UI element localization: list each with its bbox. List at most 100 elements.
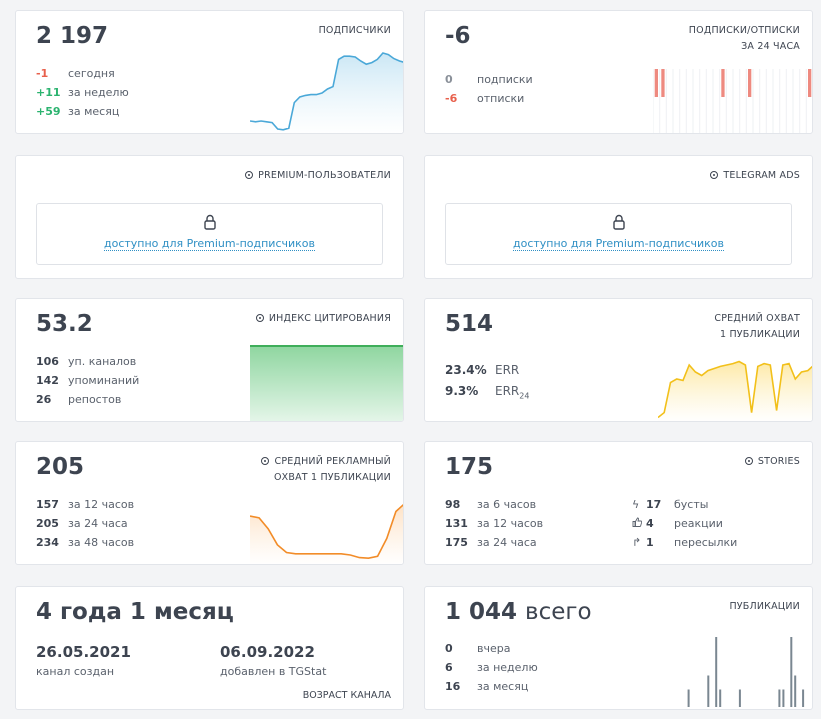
chart-bar <box>707 675 710 707</box>
publications-value: 1 044 всего <box>445 599 592 625</box>
chart-bar <box>721 69 725 97</box>
err-stats: 23.4% ERR 9.3% ERR24 <box>445 360 529 406</box>
boosts-value: 17 <box>646 498 662 511</box>
created-label: канал создан <box>36 665 115 678</box>
premium-users-title: PREMIUM-ПОЛЬЗОВАТЕЛИ <box>245 168 391 184</box>
chart-bar <box>661 69 665 97</box>
stories-12h-label: за 12 часов <box>477 517 544 530</box>
ad-reach-12h-label: за 12 часов <box>68 498 135 511</box>
avg-reach-sparkline[interactable] <box>658 347 813 422</box>
subscribers-week-label: за неделю <box>68 86 129 99</box>
chart-bar <box>654 69 658 97</box>
info-circle-icon <box>261 457 270 465</box>
publications-yesterday-value: 0 <box>445 642 453 655</box>
ad-reach-48h-label: за 48 часов <box>68 536 135 549</box>
publications-yesterday-label: вчера <box>477 642 511 655</box>
added-label: добавлен в TGStat <box>220 665 327 678</box>
sparkline-line <box>250 503 403 560</box>
stories-6h-value: 98 <box>445 498 461 511</box>
reposts-label: репостов <box>68 393 122 406</box>
publications-month-label: за месяц <box>477 680 529 693</box>
chart-bar <box>738 689 741 707</box>
chart-bar <box>748 69 752 97</box>
channel-age-title: ВОЗРАСТ КАНАЛА <box>302 690 391 701</box>
citation-index-card[interactable]: 53.2 ИНДЕКС ЦИТИРОВАНИЯ 106 уп. каналов 1… <box>15 298 404 422</box>
ad-reach-48h-value: 234 <box>36 536 59 549</box>
subscribers-card[interactable]: 2 197 ПОДПИСЧИКИ -1 сегодня +11 за неделю … <box>15 10 404 134</box>
premium-locked-box[interactable]: доступно для Premium-подписчиков <box>36 203 383 265</box>
chart-bar <box>790 637 793 707</box>
avg-reach-title: СРЕДНИЙ ОХВАТ 1 ПУБЛИКАЦИИ <box>714 313 800 340</box>
citation-area-chart[interactable] <box>250 345 404 422</box>
created-date: 26.05.2021 <box>36 643 131 661</box>
sparkline-area <box>658 361 812 421</box>
forwards-label: пересылки <box>674 536 738 549</box>
subscribers-title: ПОДПИСЧИКИ <box>318 25 391 36</box>
stories-card[interactable]: 175 STORIES 98 за 6 часов 131 за 12 часов … <box>424 441 813 565</box>
stories-12h-value: 131 <box>445 517 468 530</box>
subscriptions-label: подписки <box>477 73 533 86</box>
chart-bar <box>802 689 805 707</box>
channel-mentions-label: уп. каналов <box>68 355 137 368</box>
subs-unsubs-card[interactable]: -6 ПОДПИСКИ/ОТПИСКИ ЗА 24 ЧАСА 0 подписки … <box>424 10 813 134</box>
reposts-value: 26 <box>36 393 52 406</box>
premium-users-card: PREMIUM-ПОЛЬЗОВАТЕЛИ доступно для Premiu… <box>15 155 404 279</box>
citation-index-value: 53.2 <box>36 311 93 337</box>
sparkline-area <box>250 53 403 133</box>
chart-bar <box>794 675 797 707</box>
telegram-ads-locked-box[interactable]: доступно для Premium-подписчиков <box>445 203 792 265</box>
chart-bar <box>687 689 690 707</box>
publications-week-label: за неделю <box>477 661 538 674</box>
thumbs-up-icon <box>632 514 646 533</box>
err-label: ERR <box>495 363 520 377</box>
subscribers-sparkline[interactable] <box>250 49 404 134</box>
channel-age-value: 4 года 1 месяц <box>36 599 234 625</box>
premium-link[interactable]: доступно для Premium-подписчиков <box>104 237 315 251</box>
subs-unsubs-title: ПОДПИСКИ/ОТПИСКИ ЗА 24 ЧАСА <box>688 25 800 52</box>
publications-month-value: 16 <box>445 680 461 693</box>
telegram-ads-card: TELEGRAM ADS доступно для Premium-подпис… <box>424 155 813 279</box>
subscribers-today-value: -1 <box>36 67 49 80</box>
telegram-ads-link[interactable]: доступно для Premium-подписчиков <box>513 237 724 251</box>
lock-icon <box>203 214 216 230</box>
err24-value: 9.3% <box>445 384 479 398</box>
lock-icon <box>612 214 625 230</box>
subscribers-count: 2 197 <box>36 23 109 49</box>
publications-week-value: 6 <box>445 661 453 674</box>
subs-unsubs-bar-chart[interactable] <box>653 69 813 134</box>
reactions-label: реакции <box>674 517 723 530</box>
share-arrow-icon: ↱ <box>632 536 642 549</box>
sparkline-line <box>658 360 812 419</box>
channel-mentions-value: 106 <box>36 355 59 368</box>
lightning-icon: ϟ <box>632 498 640 511</box>
chart-bar <box>808 69 812 97</box>
ad-reach-card[interactable]: 205 СРЕДНИЙ РЕКЛАМНЫЙ ОХВАТ 1 ПУБЛИКАЦИИ … <box>15 441 404 565</box>
info-circle-icon <box>255 314 264 322</box>
publications-card[interactable]: 1 044 всего ПУБЛИКАЦИИ 0 вчера 6 за неделю… <box>424 586 813 710</box>
subscribers-today-label: сегодня <box>68 67 115 80</box>
subscribers-stats: -1 сегодня +11 за неделю +59 за месяц <box>36 64 129 121</box>
unsubscriptions-value: -6 <box>445 92 458 105</box>
telegram-ads-title: TELEGRAM ADS <box>710 168 800 184</box>
subscribers-month-label: за месяц <box>68 105 120 118</box>
stories-24h-value: 175 <box>445 536 468 549</box>
unsubscriptions-label: отписки <box>477 92 525 105</box>
stories-value: 175 <box>445 454 494 480</box>
err-value: 23.4% <box>445 363 487 377</box>
added-date: 06.09.2022 <box>220 643 315 661</box>
stories-24h-label: за 24 часа <box>477 536 537 549</box>
avg-reach-value: 514 <box>445 311 494 337</box>
chart-bar <box>782 689 785 707</box>
publications-bar-chart[interactable] <box>655 635 813 707</box>
ad-reach-24h-label: за 24 часа <box>68 517 128 530</box>
channel-age-card: 4 года 1 месяц 26.05.2021 канал создан 0… <box>15 586 404 710</box>
subscriptions-value: 0 <box>445 73 453 86</box>
publications-suffix: всего <box>525 599 592 625</box>
mentions-value: 142 <box>36 374 59 387</box>
ad-reach-12h-value: 157 <box>36 498 59 511</box>
subscribers-month-value: +59 <box>36 105 61 118</box>
ad-reach-sparkline[interactable] <box>250 498 404 565</box>
avg-reach-card[interactable]: 514 СРЕДНИЙ ОХВАТ 1 ПУБЛИКАЦИИ 23.4% ERR 9… <box>424 298 813 422</box>
mentions-label: упоминаний <box>68 374 140 387</box>
citation-stats: 106 уп. каналов 142 упоминаний 26 репостов <box>36 352 139 409</box>
